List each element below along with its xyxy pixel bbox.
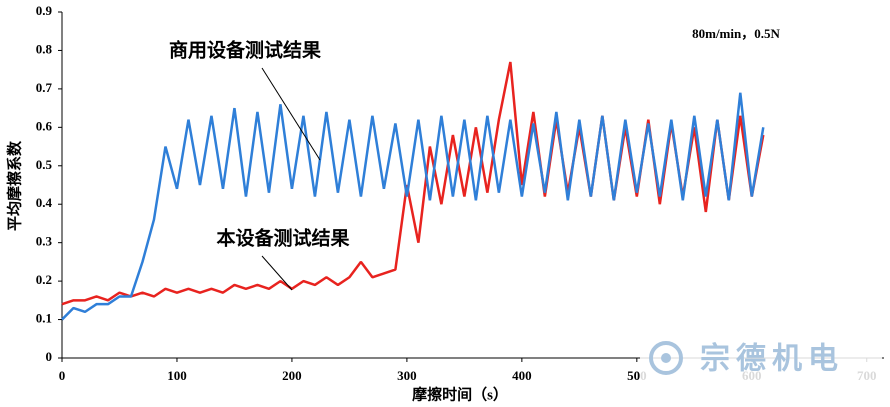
series-line bbox=[61, 92, 765, 321]
condition-note: 80m/min，0.5N bbox=[692, 26, 780, 41]
y-tick-label: 0.9 bbox=[36, 3, 53, 18]
y-tick-label: 0.5 bbox=[36, 157, 53, 172]
y-tick-label: 0.1 bbox=[36, 311, 52, 326]
y-tick-label: 0.4 bbox=[36, 195, 53, 210]
x-axis-label: 摩擦时间（s） bbox=[412, 385, 508, 403]
y-tick-label: 0.8 bbox=[36, 41, 53, 56]
y-tick-label: 0.7 bbox=[36, 80, 53, 95]
y-tick-label: 0.2 bbox=[36, 272, 52, 287]
y-tick-label: 0.3 bbox=[36, 234, 53, 249]
x-tick-label: 300 bbox=[397, 368, 417, 383]
annotation: 商用设备测试结果 bbox=[169, 38, 321, 61]
x-tick-label: 200 bbox=[282, 368, 302, 383]
y-tick-label: 0 bbox=[46, 349, 53, 364]
y-tick-label: 0.6 bbox=[36, 118, 53, 133]
x-tick-label: 400 bbox=[512, 368, 532, 383]
watermark-icon bbox=[661, 353, 671, 363]
x-tick-label: 0 bbox=[59, 368, 66, 383]
leader-line bbox=[261, 255, 293, 291]
leader-line bbox=[261, 67, 321, 161]
watermark-text: 宗德机电 bbox=[700, 342, 844, 377]
watermark-icon bbox=[649, 341, 683, 375]
x-tick-label: 100 bbox=[167, 368, 187, 383]
annotation: 本设备测试结果 bbox=[216, 226, 349, 249]
y-axis-label: 平均摩擦系数 bbox=[5, 140, 23, 231]
